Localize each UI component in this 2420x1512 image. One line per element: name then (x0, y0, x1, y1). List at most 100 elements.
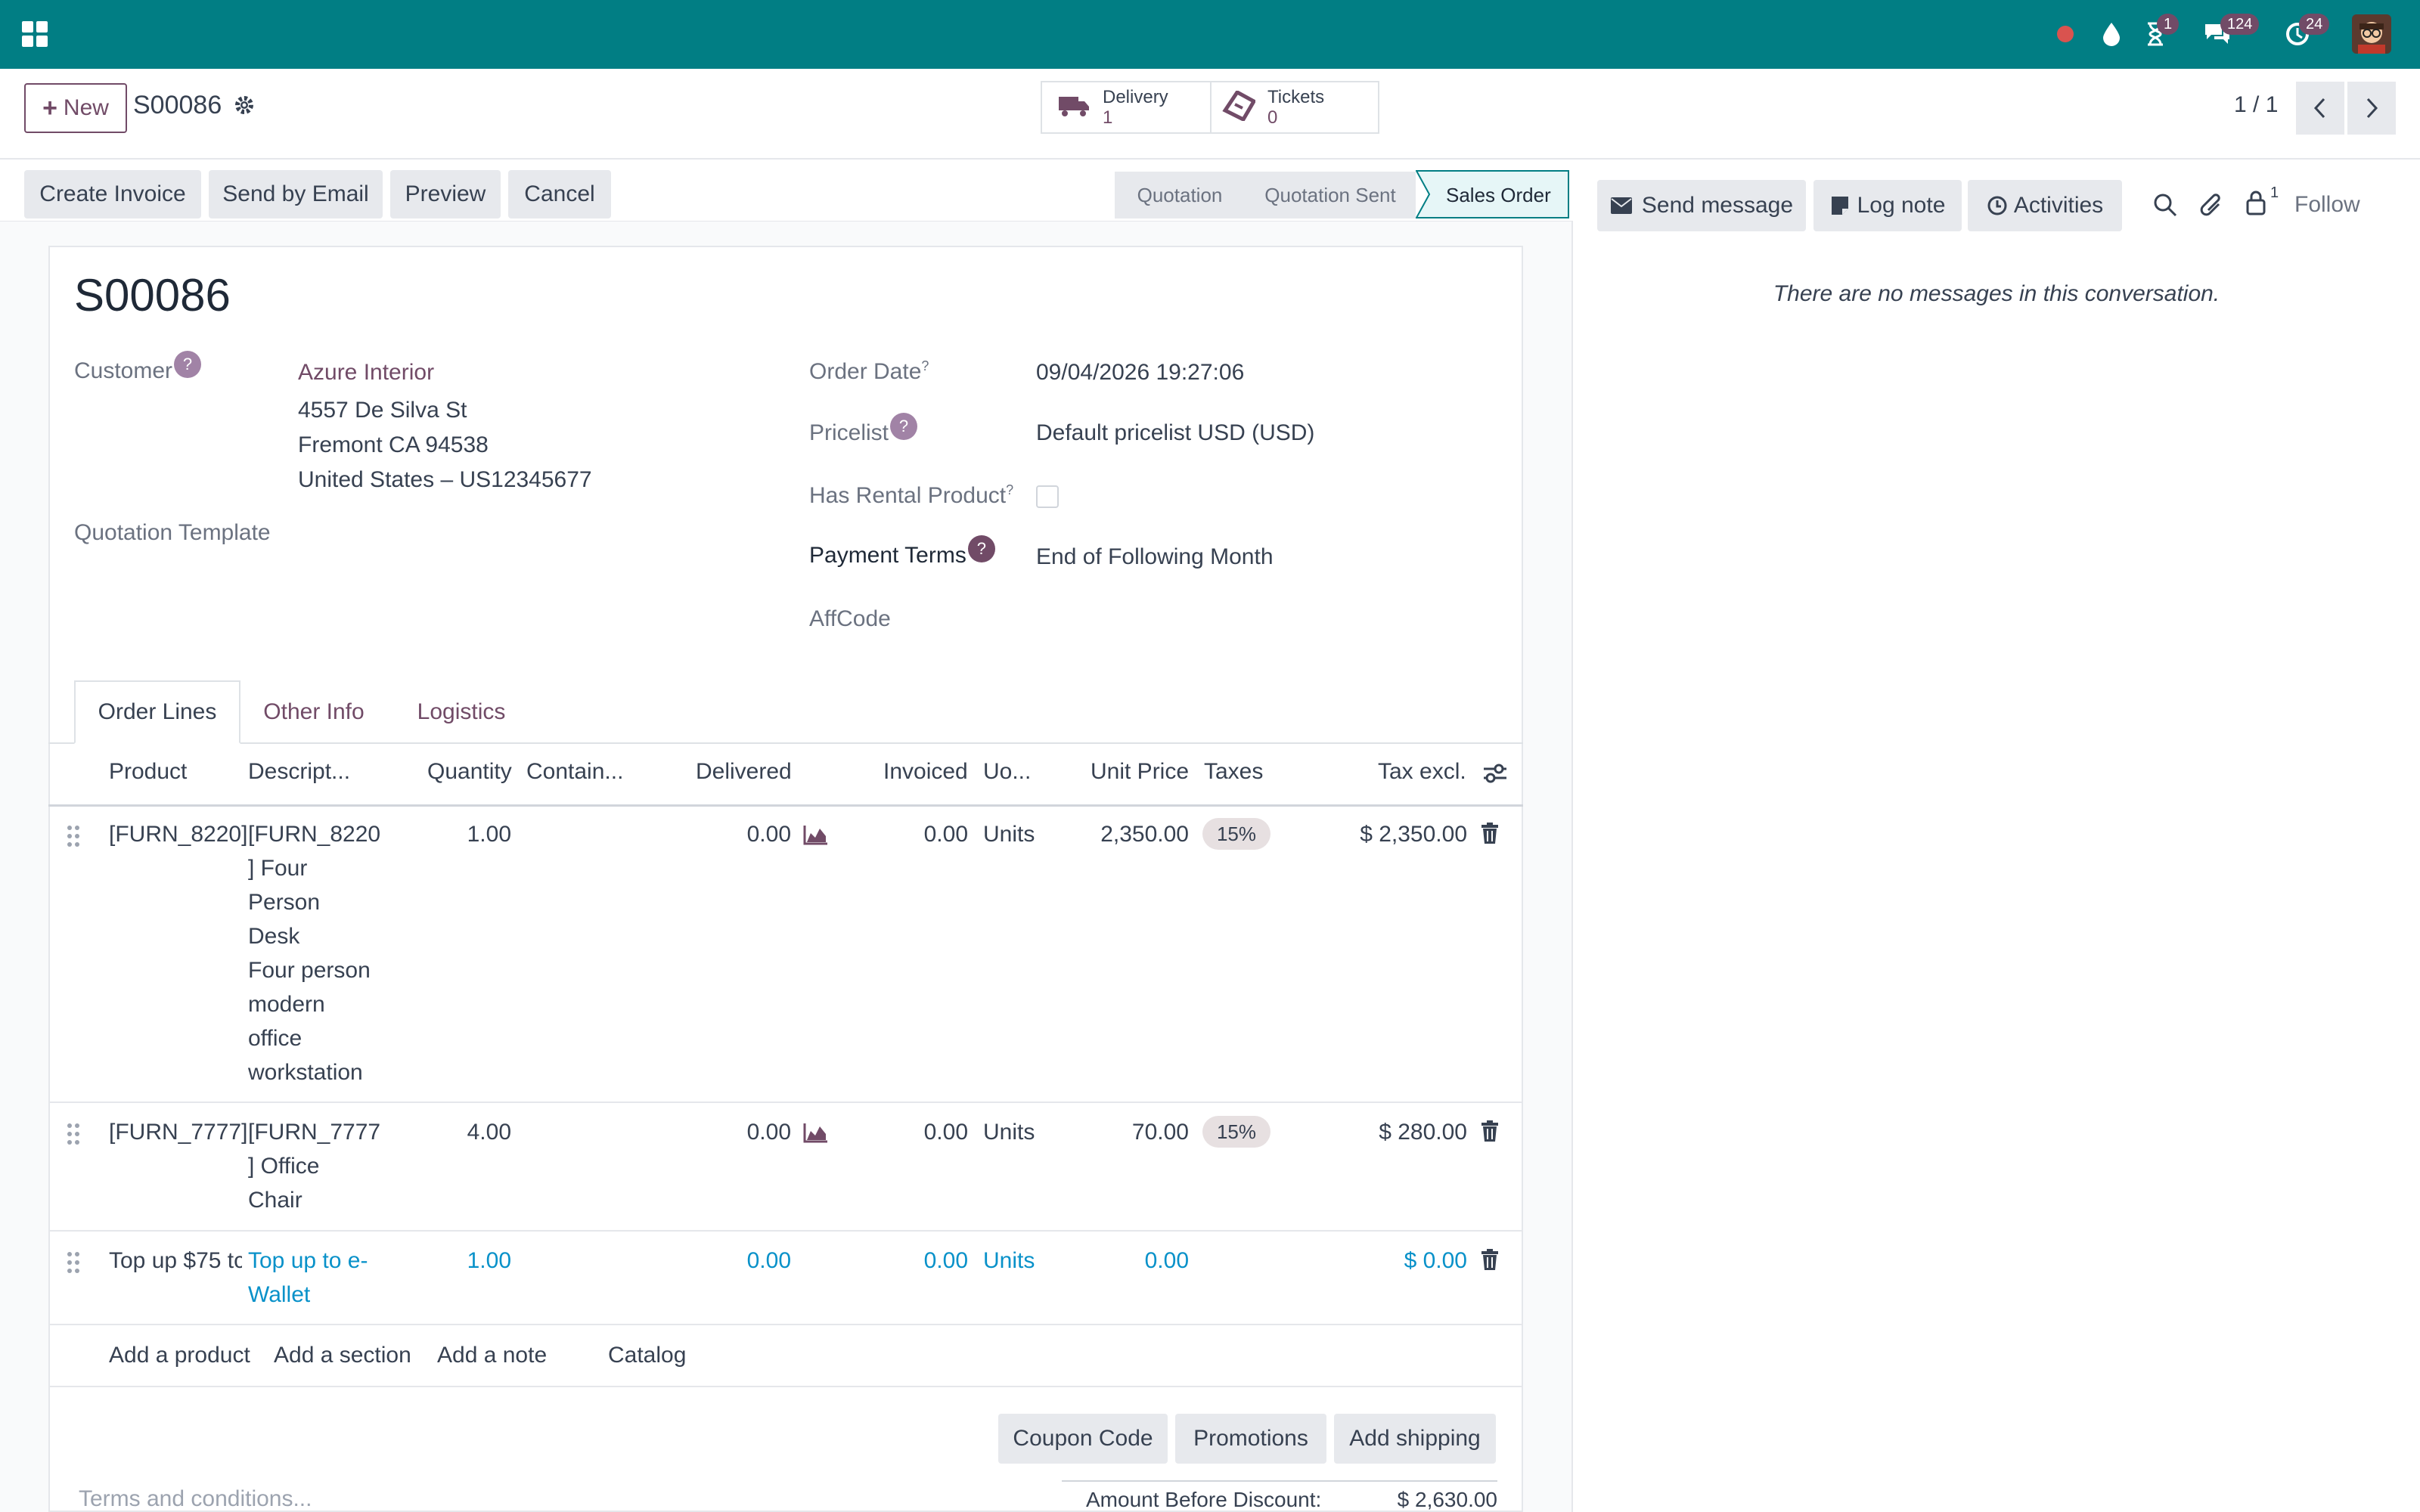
create-invoice-button[interactable]: Create Invoice (24, 170, 201, 218)
row-product[interactable]: [FURN_7777] (109, 1120, 248, 1145)
row-product[interactable]: Top up $75 tc (109, 1248, 242, 1273)
quotation-template-field[interactable] (298, 514, 721, 550)
column-taxes[interactable]: Taxes (1204, 759, 1264, 784)
row-quantity[interactable]: 1.00 (467, 1248, 511, 1273)
row-quantity[interactable]: 1.00 (467, 822, 511, 847)
add-shipping-button[interactable]: Add shipping (1334, 1414, 1496, 1464)
customer-name[interactable]: Azure Interior (298, 360, 435, 385)
column-tax-excluded[interactable]: Tax excl. (1378, 759, 1466, 784)
address-line-1: 4557 De Silva St (298, 398, 467, 423)
tab-order-lines[interactable]: Order Lines (74, 680, 240, 744)
catalog-link[interactable]: Catalog (608, 1343, 687, 1368)
follow-button[interactable]: Follow (2294, 192, 2360, 217)
row-uom[interactable]: Units (983, 822, 1035, 847)
tickets-smart-button[interactable]: Tickets 0 (1210, 81, 1379, 134)
amount-before-discount-value: $ 2,630.00 (1397, 1488, 1497, 1511)
tax-badge[interactable]: 15% (1202, 1116, 1270, 1148)
stage-quotation[interactable]: Quotation (1115, 172, 1245, 218)
forecast-chart-icon[interactable] (803, 824, 829, 849)
add-product-link[interactable]: Add a product (109, 1343, 250, 1368)
amount-before-discount-label: Amount Before Discount: (1086, 1488, 1322, 1511)
column-product[interactable]: Product (109, 759, 188, 784)
tab-other-info[interactable]: Other Info (263, 699, 365, 724)
preview-button[interactable]: Preview (390, 170, 501, 218)
forecast-chart-icon[interactable] (803, 1122, 829, 1147)
pager-value[interactable]: 1 / 1 (2234, 92, 2279, 117)
column-container[interactable]: Contain... (526, 759, 624, 784)
payment-terms-help-icon[interactable]: ? (967, 535, 995, 562)
rental-product-checkbox[interactable] (1036, 485, 1059, 508)
row-subtotal: $ 2,350.00 (1360, 822, 1467, 847)
drag-handle-icon[interactable] (65, 1122, 82, 1150)
tickets-label: Tickets (1267, 87, 1325, 107)
followers-lock-icon[interactable] (2245, 189, 2267, 220)
row-unit-price[interactable]: 2,350.00 (1100, 822, 1189, 847)
activities-icon[interactable] (2142, 15, 2169, 53)
affcode-field[interactable] (1036, 600, 1490, 637)
gear-icon[interactable] (233, 94, 256, 120)
payment-terms-field[interactable]: End of Following Month (1036, 544, 1274, 569)
send-message-button[interactable]: Send message (1597, 180, 1806, 231)
recording-icon[interactable] (2054, 15, 2077, 53)
drag-handle-icon[interactable] (65, 1250, 82, 1278)
address-line-2: Fremont CA 94538 (298, 432, 489, 457)
column-uom[interactable]: Uo... (983, 759, 1032, 784)
promotions-button[interactable]: Promotions (1175, 1414, 1326, 1464)
row-quantity[interactable]: 4.00 (467, 1120, 511, 1145)
terms-and-conditions-field[interactable]: Terms and conditions... (79, 1486, 312, 1511)
pager-next-button[interactable] (2347, 82, 2396, 135)
send-by-email-button[interactable]: Send by Email (209, 170, 383, 218)
row-uom[interactable]: Units (983, 1248, 1035, 1273)
followers-count: 1 (2270, 184, 2279, 201)
customer-help-icon[interactable]: ? (174, 351, 202, 378)
row-unit-price[interactable]: 70.00 (1131, 1120, 1189, 1145)
row-description[interactable]: [FURN_7777] Office Chair (248, 1120, 381, 1213)
search-icon[interactable] (2152, 192, 2178, 222)
activities-button[interactable]: Activities (1968, 180, 2122, 231)
row-description[interactable]: Top up to e- Wallet (248, 1248, 368, 1307)
row-invoiced: 0.00 (923, 822, 968, 847)
trash-icon[interactable] (1481, 823, 1499, 849)
updates-badge: 24 (2299, 14, 2330, 35)
row-description[interactable]: [FURN_8220] Four Person Desk Four person mod… (248, 822, 381, 1085)
column-description[interactable]: Descript... (248, 759, 351, 784)
trash-icon[interactable] (1481, 1249, 1499, 1275)
pager-previous-button[interactable] (2296, 82, 2344, 135)
column-delivered[interactable]: Delivered (696, 759, 792, 784)
trash-icon[interactable] (1481, 1120, 1499, 1147)
user-avatar[interactable] (2352, 14, 2391, 54)
stage-sales-order[interactable]: Sales Order (1416, 170, 1570, 218)
main-navbar: 1 124 24 (0, 0, 2420, 69)
add-note-link[interactable]: Add a note (437, 1343, 548, 1368)
record-name[interactable]: S00086 (74, 270, 231, 321)
add-section-link[interactable]: Add a section (274, 1343, 411, 1368)
delivery-count: 1 (1103, 107, 1113, 128)
column-settings-icon[interactable] (1482, 762, 1508, 789)
log-note-button[interactable]: Log note (1813, 180, 1962, 231)
tabs-divider (48, 742, 1523, 744)
stage-quotation-sent[interactable]: Quotation Sent (1245, 172, 1416, 218)
row-product[interactable]: [FURN_8220] (109, 822, 248, 847)
paperclip-icon[interactable] (2199, 191, 2225, 223)
row-divider (48, 1230, 1523, 1232)
new-button[interactable]: + New (24, 83, 127, 133)
column-quantity[interactable]: Quantity (427, 759, 512, 784)
column-unit-price[interactable]: Unit Price (1091, 759, 1190, 784)
row-unit-price[interactable]: 0.00 (1144, 1248, 1189, 1273)
totals-divider (1062, 1480, 1497, 1482)
tax-badge[interactable]: 15% (1202, 818, 1270, 850)
column-invoiced[interactable]: Invoiced (883, 759, 968, 784)
status-bar (0, 167, 1573, 222)
row-uom[interactable]: Units (983, 1120, 1035, 1145)
tab-logistics[interactable]: Logistics (417, 699, 506, 724)
row-delivered: 0.00 (746, 822, 791, 847)
droplet-icon[interactable] (2098, 15, 2125, 53)
apps-menu-icon[interactable] (20, 15, 50, 53)
order-date-field[interactable]: 09/04/2026 19:27:06 (1036, 360, 1245, 385)
pricelist-field[interactable]: Default pricelist USD (USD) (1036, 420, 1315, 445)
pricelist-help-icon[interactable]: ? (890, 413, 918, 440)
coupon-code-button[interactable]: Coupon Code (998, 1414, 1168, 1464)
drag-handle-icon[interactable] (65, 824, 82, 852)
delivery-smart-button[interactable]: Delivery 1 (1041, 81, 1212, 134)
cancel-button[interactable]: Cancel (508, 170, 611, 218)
